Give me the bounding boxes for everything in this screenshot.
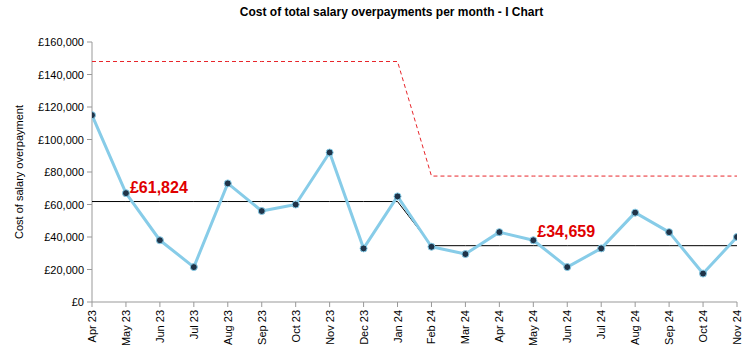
x-tick	[669, 302, 670, 307]
y-tick-label: £80,000	[44, 166, 84, 178]
data-point	[564, 264, 571, 271]
x-tick	[703, 302, 704, 307]
y-tick-label: £60,000	[44, 199, 84, 211]
control-limit-line	[92, 62, 737, 177]
data-point	[734, 234, 738, 241]
x-tick-label: Feb 24	[425, 310, 437, 344]
y-tick-label: £40,000	[44, 231, 84, 243]
y-tick-label: £20,000	[44, 264, 84, 276]
x-tick-label: Apr 24	[493, 310, 505, 342]
y-axis-label: Cost of salary overpayment	[13, 105, 25, 239]
x-tick	[567, 302, 568, 307]
data-point	[462, 251, 469, 258]
x-tick-label: Jul 24	[595, 310, 607, 339]
x-tick-label: Oct 23	[290, 310, 302, 342]
data-point	[292, 201, 299, 208]
x-tick-label: May 23	[120, 310, 132, 346]
x-tick-label: Sep 24	[663, 310, 675, 345]
x-tick	[193, 302, 194, 307]
y-tick	[87, 172, 92, 173]
y-tick	[87, 302, 92, 303]
y-axis	[92, 42, 93, 302]
x-tick-label: Jun 24	[561, 310, 573, 343]
x-tick	[295, 302, 296, 307]
x-tick	[737, 302, 738, 307]
y-tick	[87, 107, 92, 108]
x-tick-label: Dec 23	[358, 310, 370, 345]
annotation: £61,824	[130, 179, 188, 196]
x-tick-label: Jan 24	[392, 310, 404, 343]
x-tick-label: Aug 23	[222, 310, 234, 345]
y-tick-label: £0	[72, 296, 84, 308]
y-tick-label: £100,000	[38, 134, 84, 146]
data-point	[122, 190, 129, 197]
data-point	[224, 180, 231, 187]
x-tick	[363, 302, 364, 307]
y-tick-label: £160,000	[38, 36, 84, 48]
data-point	[360, 245, 367, 252]
y-tick	[87, 204, 92, 205]
data-point	[666, 229, 673, 236]
x-axis	[92, 302, 737, 303]
data-point	[92, 112, 96, 119]
x-tick-label: Aug 24	[629, 310, 641, 345]
x-tick	[635, 302, 636, 307]
data-point	[632, 209, 639, 216]
y-tick-label: £140,000	[38, 69, 84, 81]
x-tick-label: Sep 23	[256, 310, 268, 345]
x-tick-label: Jul 23	[188, 310, 200, 339]
x-tick	[159, 302, 160, 307]
title: Cost of total salary overpayments per mo…	[240, 5, 543, 19]
chart: Cost of total salary overpayments per mo…	[0, 0, 743, 364]
x-tick-label: Nov 23	[324, 310, 336, 345]
data-point	[496, 229, 503, 236]
x-tick	[465, 302, 466, 307]
data-point	[428, 243, 435, 250]
x-tick-label: Oct 24	[697, 310, 709, 342]
y-tick	[87, 269, 92, 270]
x-tick-label: Apr 23	[86, 310, 98, 342]
data-point	[258, 208, 265, 215]
y-tick-label: £120,000	[38, 101, 84, 113]
x-tick	[397, 302, 398, 307]
x-tick-label: Nov 24	[731, 310, 743, 345]
x-tick	[329, 302, 330, 307]
x-tick	[533, 302, 534, 307]
y-tick	[87, 42, 92, 43]
x-tick-label: May 24	[527, 310, 539, 346]
x-tick	[92, 302, 93, 307]
x-tick-label: Mar 24	[459, 310, 471, 344]
data-line	[92, 115, 737, 273]
data-point	[598, 245, 605, 252]
data-point	[530, 237, 537, 244]
data-point	[326, 149, 333, 156]
data-point	[156, 237, 163, 244]
y-tick	[87, 74, 92, 75]
data-point	[394, 193, 401, 200]
y-tick	[87, 237, 92, 238]
y-tick	[87, 139, 92, 140]
x-tick	[431, 302, 432, 307]
x-tick	[227, 302, 228, 307]
annotation: £34,659	[537, 223, 595, 240]
x-tick	[499, 302, 500, 307]
x-tick	[261, 302, 262, 307]
plot-area	[92, 62, 737, 278]
data-point	[700, 270, 707, 277]
x-tick	[601, 302, 602, 307]
data-point	[190, 264, 197, 271]
x-tick	[125, 302, 126, 307]
x-tick-label: Jun 23	[154, 310, 166, 343]
